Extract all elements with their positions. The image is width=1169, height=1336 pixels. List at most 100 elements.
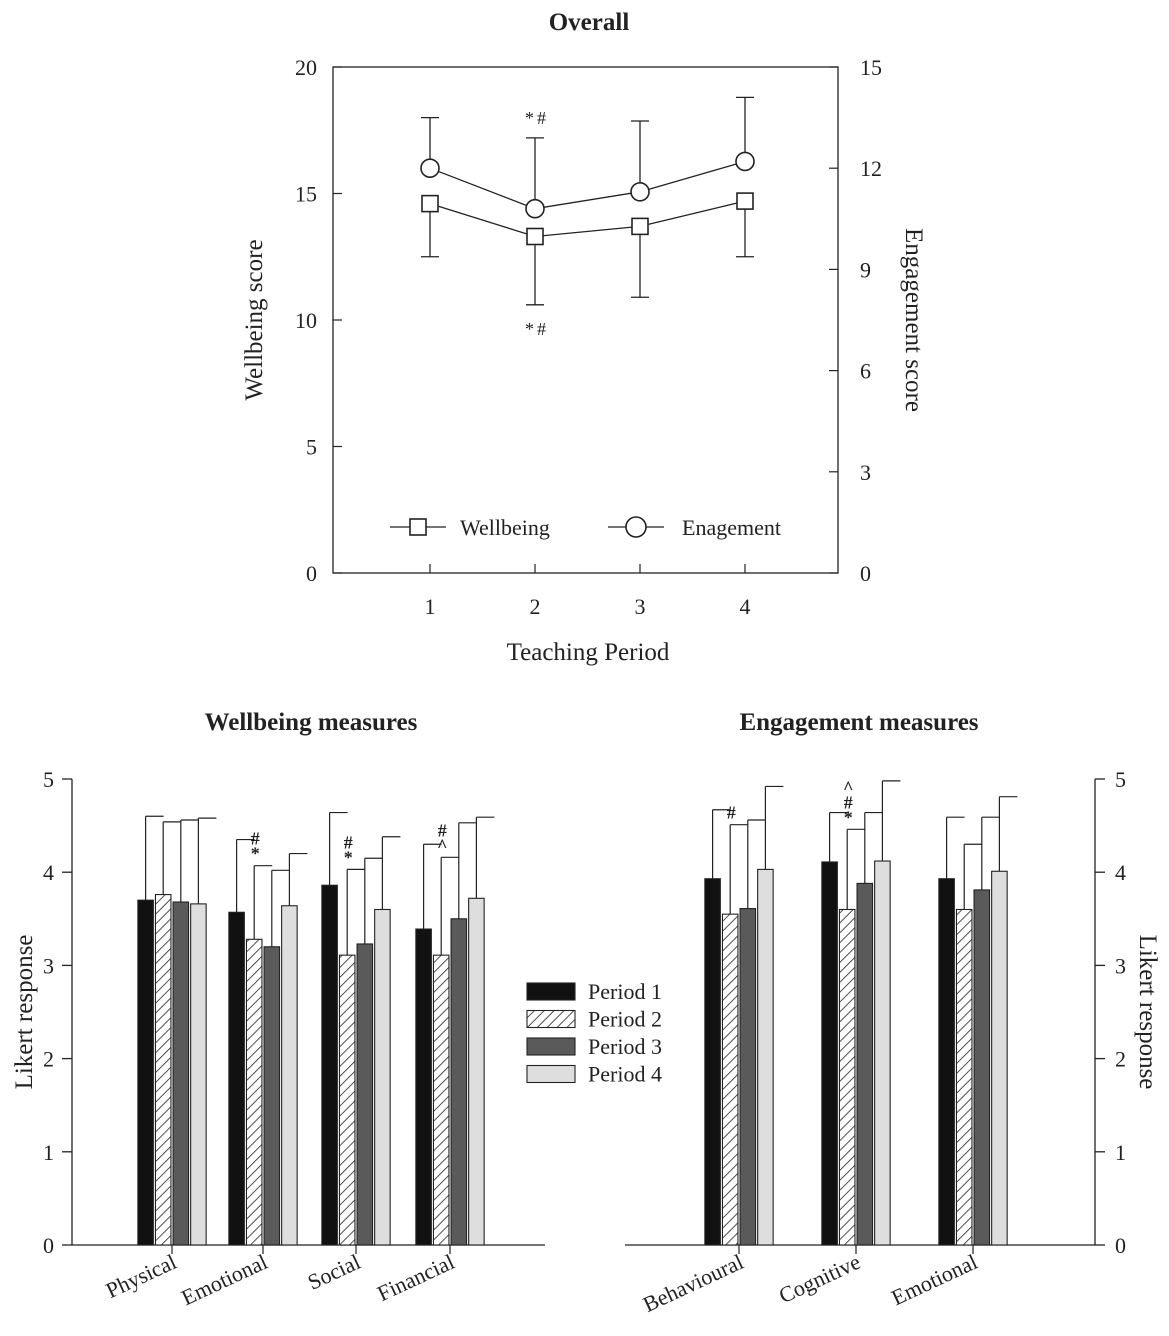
category-social: Social xyxy=(304,813,401,1295)
bar-period-1 xyxy=(138,900,154,1245)
bar-period-2 xyxy=(839,909,855,1245)
right-tick-label: 9 xyxy=(860,257,871,282)
significance-marker: * xyxy=(251,844,260,864)
engagement-measures-title: Engagement measures xyxy=(739,709,978,736)
series-line xyxy=(430,161,745,208)
legend-swatch xyxy=(527,1038,575,1055)
overall-right-axis: 0 3 6 9 12 15 xyxy=(829,55,882,586)
legend-swatch xyxy=(527,1066,575,1083)
series-line xyxy=(430,201,745,236)
overall-left-axis: 0 5 10 15 20 xyxy=(295,55,342,586)
data-point-square xyxy=(422,196,438,212)
overall-left-y-label: Wellbeing score xyxy=(241,239,268,400)
right-tick-label: 12 xyxy=(860,156,882,181)
x-tick-label: 1 xyxy=(425,594,436,619)
legend-label: Period 2 xyxy=(588,1007,662,1032)
data-point-square xyxy=(632,218,648,234)
data-point-circle xyxy=(526,200,544,218)
y-tick-label: 1 xyxy=(1115,1140,1126,1165)
left-tick-label: 0 xyxy=(306,561,317,586)
bar-period-3 xyxy=(357,944,373,1245)
category-cognitive: Cognitive xyxy=(775,781,901,1308)
x-tick-label: 2 xyxy=(530,594,541,619)
legend-item-wellbeing: Wellbeing xyxy=(390,515,550,540)
y-tick-label: 3 xyxy=(1115,953,1126,978)
bar-period-3 xyxy=(974,890,990,1245)
legend-item-period-2: Period 2 xyxy=(527,1007,662,1032)
significance-marker: *# xyxy=(525,319,549,339)
legend-label: Period 1 xyxy=(588,979,662,1004)
legend-label: Period 3 xyxy=(588,1034,662,1059)
bar-period-1 xyxy=(939,879,955,1245)
y-tick-label: 1 xyxy=(43,1140,54,1165)
wellbeing-measures-title: Wellbeing measures xyxy=(205,709,418,736)
significance-marker: * xyxy=(344,847,353,867)
bar-period-3 xyxy=(857,883,873,1245)
legend-swatch xyxy=(527,1011,575,1028)
left-tick-label: 10 xyxy=(295,308,317,333)
category-label: Emotional xyxy=(887,1249,981,1310)
category-label: Financial xyxy=(373,1249,458,1306)
bar-period-1 xyxy=(822,862,838,1245)
legend-square-marker xyxy=(410,519,426,535)
category-emotional: Emotional xyxy=(887,797,1017,1311)
wellbeing-measures-chart: Wellbeing measures Likert response 0 1 2 3 4… xyxy=(11,709,545,1310)
overall-title: Overall xyxy=(549,9,630,36)
bar-period-2 xyxy=(246,939,262,1245)
engagement-measures-chart: Engagement measures Likert response 0 1 2 3… xyxy=(625,709,1161,1317)
overall-series: *# *# xyxy=(421,97,754,338)
data-point-square xyxy=(737,193,753,209)
overall-plot-frame xyxy=(333,67,838,573)
bar-period-4 xyxy=(282,906,298,1245)
bar-period-4 xyxy=(875,861,891,1245)
legend-label: Period 4 xyxy=(588,1062,662,1087)
significance-marker: # xyxy=(727,803,736,823)
bar-period-1 xyxy=(322,885,338,1245)
y-tick-label: 4 xyxy=(1115,860,1126,885)
bar-period-3 xyxy=(173,902,189,1245)
bar-period-4 xyxy=(992,871,1008,1245)
bar-period-4 xyxy=(191,904,207,1245)
legend-label-engagement: Enagement xyxy=(682,515,781,540)
bar-period-3 xyxy=(740,909,756,1245)
right-tick-label: 0 xyxy=(860,561,871,586)
left-tick-label: 5 xyxy=(306,435,317,460)
right-tick-label: 3 xyxy=(860,460,871,485)
legend-item-period-4: Period 4 xyxy=(527,1062,662,1087)
left-tick-label: 15 xyxy=(295,182,317,207)
series-enagement: *# xyxy=(421,97,754,217)
category-label: Social xyxy=(304,1249,364,1295)
y-tick-label: 5 xyxy=(43,767,54,792)
data-point-circle xyxy=(421,159,439,177)
legend-circle-marker xyxy=(626,517,646,537)
bar-period-3 xyxy=(264,947,280,1245)
y-tick-label: 3 xyxy=(43,953,54,978)
y-tick-label: 0 xyxy=(1115,1233,1126,1258)
category-label: Physical xyxy=(102,1249,180,1303)
legend-label-wellbeing: Wellbeing xyxy=(460,515,550,540)
overall-x-axis: 1 2 3 4 xyxy=(425,564,751,619)
data-point-circle xyxy=(631,183,649,201)
overall-x-label: Teaching Period xyxy=(507,639,670,666)
category-financial: Financial xyxy=(373,817,494,1306)
bar-period-2 xyxy=(433,955,449,1245)
y-tick-label: 0 xyxy=(43,1233,54,1258)
y-tick-label: 4 xyxy=(43,860,54,885)
y-tick-label: 2 xyxy=(43,1047,54,1072)
bar-period-1 xyxy=(416,929,432,1245)
bar-period-4 xyxy=(375,909,391,1245)
significance-marker: *# xyxy=(525,108,549,128)
legend-swatch xyxy=(527,983,575,1000)
x-tick-label: 3 xyxy=(635,594,646,619)
series-wellbeing: *# xyxy=(421,193,754,339)
data-point-square xyxy=(527,229,543,245)
category-label: Cognitive xyxy=(775,1249,864,1308)
engagement-measures-y-label: Likert response xyxy=(1134,935,1161,1090)
right-tick-label: 6 xyxy=(860,359,871,384)
y-tick-label: 2 xyxy=(1115,1047,1126,1072)
left-tick-label: 20 xyxy=(295,55,317,80)
bar-period-4 xyxy=(469,898,485,1245)
